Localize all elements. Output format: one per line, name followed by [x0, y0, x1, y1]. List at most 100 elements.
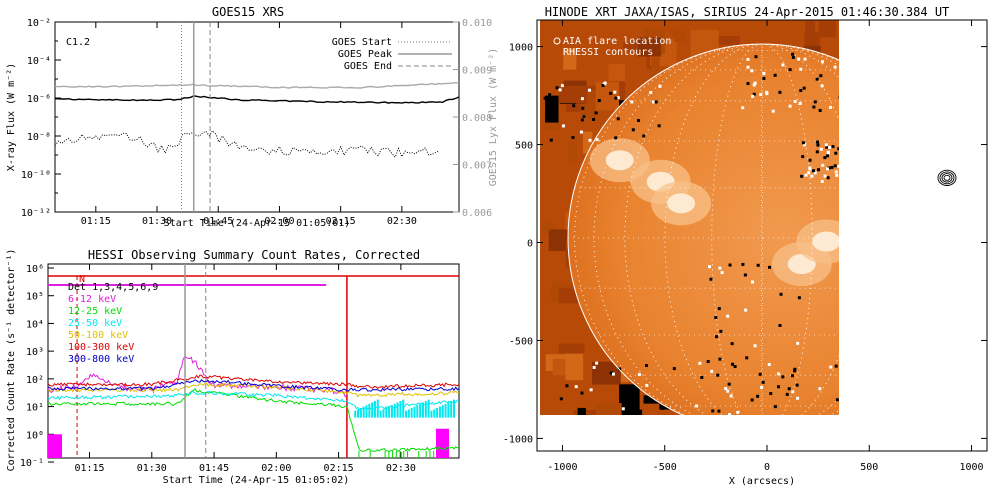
xrt-artifact-pixel — [777, 385, 781, 389]
goes-title: GOES15 XRS — [212, 5, 284, 19]
xrt-legend-aia: AIA flare location — [563, 36, 671, 47]
xrt-artifact-pixel — [571, 136, 575, 140]
xrt-artifact-pixel — [580, 97, 584, 101]
xrt-block — [714, 36, 740, 45]
xrt-artifact-pixel — [807, 171, 811, 175]
xrt-legend-rhessi: RHESSI contours — [563, 47, 653, 58]
xrt-artifact-pixel — [821, 163, 825, 167]
xrt-artifact-pixel — [829, 365, 833, 369]
xrt-artifact-pixel — [811, 169, 815, 173]
xrt-artifact-pixel — [798, 101, 802, 105]
xrt-block — [643, 395, 662, 404]
goes-y-tick-label: 10⁻² — [27, 18, 51, 29]
xrt-x-tick-label: 1000 — [959, 462, 983, 473]
xrt-artifact-pixel — [796, 396, 800, 400]
xrt-artifact-pixel — [558, 88, 562, 92]
xrt-artifact-pixel — [751, 94, 755, 98]
xrt-artifact-pixel — [778, 90, 782, 94]
xrt-artifact-pixel — [609, 371, 613, 375]
hessi-y-tick-label: 10⁶ — [26, 264, 44, 275]
xrt-artifact-pixel — [823, 156, 827, 160]
xrt-artifact-pixel — [820, 60, 824, 64]
xrt-artifact-pixel — [613, 90, 617, 94]
xrt-block — [673, 30, 685, 42]
xrt-artifact-pixel — [790, 374, 794, 378]
rhessi-contour — [941, 173, 953, 183]
hessi-series-group — [47, 355, 460, 453]
xrt-block — [558, 343, 585, 354]
goes-right-y-tick-label: 0.010 — [462, 18, 492, 29]
xrt-artifact-pixel — [753, 81, 757, 85]
rhessi-contours — [937, 169, 957, 186]
xrt-artifact-pixel — [762, 71, 766, 75]
xrt-pixel-artifacts — [543, 52, 842, 415]
hessi-x-tick-label: 02:15 — [324, 463, 354, 474]
solar-limb — [567, 43, 957, 433]
xrt-block — [558, 85, 587, 103]
xrt-artifact-pixel — [609, 91, 613, 95]
xrt-artifact-pixel — [582, 115, 586, 119]
xrt-artifact-pixel — [791, 55, 795, 59]
hessi-legend-entry: 100-300 keV — [68, 342, 134, 353]
xrt-artifact-pixel — [765, 90, 769, 94]
xrt-block — [577, 407, 586, 415]
xrt-artifact-pixel — [791, 52, 795, 56]
xrt-artifact-pixel — [829, 105, 833, 109]
xrt-artifact-pixel — [726, 389, 730, 393]
xrt-artifact-pixel — [788, 68, 792, 72]
xrt-x-ticks: -1000 -500 0 500 1000 — [547, 20, 984, 473]
xrt-artifact-pixel — [781, 63, 785, 67]
hessi-pink-block — [48, 434, 62, 458]
xrt-artifact-pixel — [815, 77, 819, 81]
xrt-block — [805, 21, 816, 37]
xrt-artifact-pixel — [657, 124, 661, 128]
xrt-artifact-pixel — [746, 82, 750, 86]
goes-y-tick-label: 10⁻¹² — [21, 208, 51, 219]
goes-series-line — [54, 82, 459, 89]
xrt-artifact-pixel — [746, 57, 750, 61]
xrt-artifact-pixel — [826, 176, 830, 180]
goes-y-tick-label: 10⁻⁴ — [27, 56, 51, 67]
xrt-artifact-pixel — [572, 104, 576, 108]
xrt-artifact-pixel — [773, 73, 777, 77]
xrt-artifact-pixel — [839, 166, 842, 169]
xrt-block — [595, 82, 620, 111]
xrt-artifact-pixel — [587, 88, 591, 92]
xrt-artifact-pixel — [803, 57, 807, 61]
xrt-artifact-pixel — [750, 398, 754, 402]
xrt-block — [541, 222, 554, 234]
goes-right-y-tick-label: 0.006 — [462, 208, 492, 219]
xrt-artifact-pixel — [744, 308, 748, 312]
goes-legend: GOES Start GOES Peak GOES End — [332, 37, 452, 72]
xrt-artifact-pixel — [818, 108, 822, 112]
xrt-artifact-pixel — [799, 67, 803, 71]
xrt-artifact-pixel — [549, 138, 553, 142]
hessi-flag-label: N — [79, 274, 85, 285]
rhessi-contour — [937, 169, 957, 186]
xrt-artifact-pixel — [795, 383, 799, 387]
xrt-artifact-pixel — [730, 342, 734, 346]
xrt-x-tick-label: -500 — [653, 462, 677, 473]
xrt-artifact-pixel — [796, 341, 800, 345]
xrt-block — [596, 403, 622, 415]
xrt-artifact-pixel — [645, 364, 649, 368]
xrt-artifact-pixel — [717, 409, 721, 413]
xrt-lat-lon-grid — [568, 44, 839, 415]
xrt-artifact-pixel — [802, 86, 806, 90]
goes-y-label: X-ray Flux (W m⁻²) — [6, 63, 17, 171]
xrt-artifact-pixel — [614, 136, 618, 140]
xrt-artifact-pixel — [654, 100, 658, 104]
xrt-artifact-pixel — [769, 392, 773, 396]
goes-y-tick-label: 10⁻⁸ — [27, 132, 51, 143]
hessi-legend-entry: Det 1,3,4,5,6,9 — [68, 282, 158, 293]
hessi-x-label: Start Time (24-Apr-15 01:05:02) — [163, 475, 350, 486]
xrt-artifact-pixel — [672, 367, 676, 371]
xrt-artifact-pixel — [815, 150, 819, 154]
xrt-artifact-pixel — [729, 394, 733, 398]
xrt-artifact-pixel — [601, 83, 605, 87]
xrt-artifact-pixel — [588, 138, 592, 142]
hessi-y-label: Corrected Count Rate (s⁻¹ detector⁻¹) — [6, 249, 17, 472]
hessi-night-flag — [48, 275, 459, 458]
hessi-y-tick-label: 10⁻¹ — [20, 458, 44, 469]
xrt-artifact-pixel — [767, 362, 771, 366]
